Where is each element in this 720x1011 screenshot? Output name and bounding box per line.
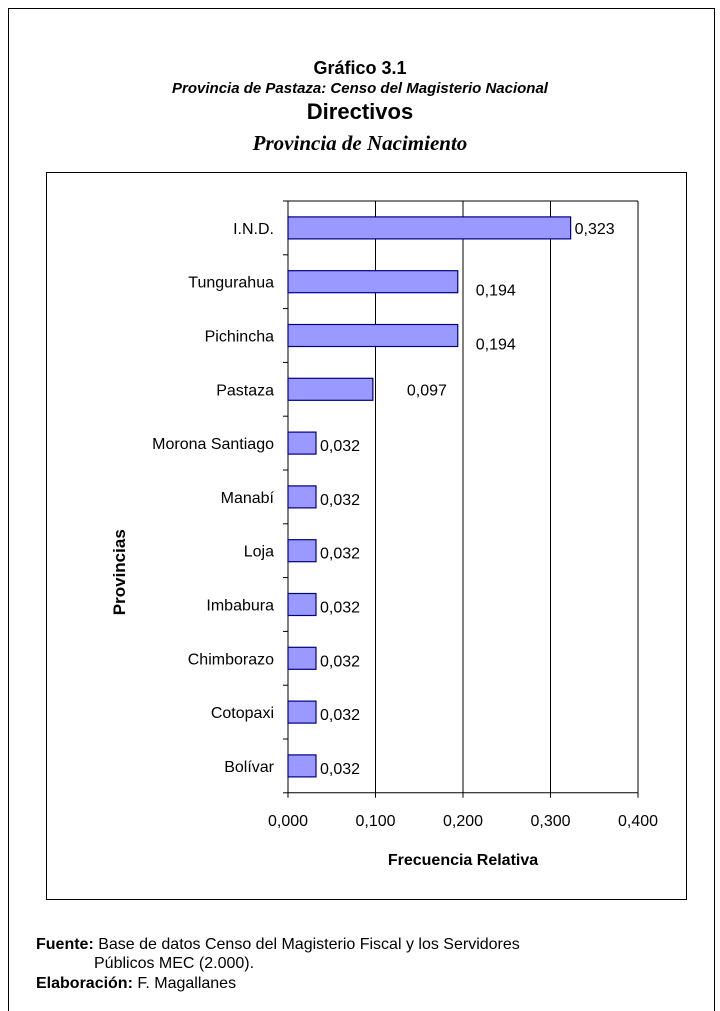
value-label: 0,032: [320, 761, 360, 778]
bar: [287, 270, 459, 294]
category-label: Chimborazo: [188, 651, 274, 668]
bar: [287, 377, 374, 401]
x-tick-label: 0,100: [355, 813, 395, 830]
bar: [287, 216, 572, 240]
category-label: I.N.D.: [233, 221, 274, 238]
category-label: Pichincha: [205, 329, 274, 346]
bar: [287, 539, 317, 563]
value-label: 0,032: [320, 707, 360, 724]
value-label: 0,097: [407, 382, 447, 399]
category-label: Bolívar: [224, 759, 274, 776]
category-label: Morona Santiago: [152, 436, 274, 453]
chart-area: I.N.D. 0,323 Tungurahua 0,194 Pichincha 0,194…: [46, 172, 687, 900]
bar: [287, 323, 459, 348]
x-tick-label: 0,000: [268, 813, 308, 830]
footer-source-line-2: Públicos MEC (2.000).: [94, 955, 255, 972]
category-label: Imbabura: [206, 598, 274, 615]
y-axis-title: Provincias: [110, 529, 129, 615]
bar: [287, 431, 317, 455]
footer-elab-label: Elaboración:: [36, 975, 133, 992]
figure-frame: [8, 8, 715, 1011]
footer-source: Fuente: Base de datos Censo del Magister…: [36, 935, 696, 954]
value-label: 0,032: [320, 600, 360, 617]
bar: [287, 646, 317, 670]
value-label: 0,194: [476, 337, 516, 354]
category-label: Tungurahua: [188, 275, 274, 292]
bar: [287, 592, 317, 617]
bar: [287, 700, 317, 724]
category-label: Manabí: [221, 490, 275, 507]
bar-chart: I.N.D. 0,323 Tungurahua 0,194 Pichincha 0,194…: [110, 200, 658, 869]
footer-source-text: Base de datos Censo del Magisterio Fisca…: [98, 936, 520, 953]
x-tick-label: 0,200: [443, 813, 483, 830]
category-label: Loja: [244, 544, 274, 561]
category-label: Cotopaxi: [211, 705, 274, 722]
value-label: 0,194: [476, 283, 516, 300]
value-label: 0,032: [320, 546, 360, 563]
footer-source-label: Fuente:: [36, 936, 94, 953]
x-tick-label: 0,300: [530, 813, 570, 830]
value-label: 0,323: [575, 221, 615, 238]
footer-elaboration: Elaboración: F. Magallanes: [36, 974, 236, 993]
value-label: 0,032: [320, 653, 360, 670]
chart-subtitle: Provincia de Pastaza: Censo del Magister…: [172, 80, 548, 97]
value-label: 0,032: [320, 492, 360, 509]
chart-title-2: Directivos: [306, 99, 414, 124]
x-axis-title: Frecuencia Relativa: [388, 852, 538, 869]
x-tick-label: 0,400: [618, 813, 658, 830]
bar: [287, 754, 317, 778]
chart-subtitle-2: Provincia de Nacimiento: [252, 131, 468, 155]
footer-elab-text: F. Magallanes: [137, 975, 237, 992]
chart-title: Gráfico 3.1: [313, 58, 407, 78]
value-label: 0,032: [320, 438, 360, 455]
category-label: Pastaza: [216, 382, 274, 399]
bar: [287, 485, 317, 509]
